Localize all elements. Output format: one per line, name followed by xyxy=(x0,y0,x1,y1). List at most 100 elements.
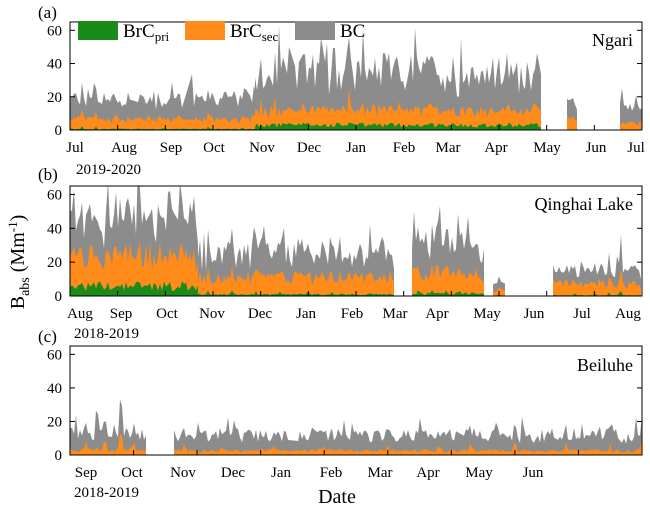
panel-a-y-tick-label: 60 xyxy=(47,23,62,39)
legend-item-brc-pri: BrCpri xyxy=(78,21,170,44)
panel-b-brc-sec-area-2 xyxy=(412,264,484,296)
panel-c-bc-area-1 xyxy=(174,414,642,455)
panel-b-x-tick-label: Jan xyxy=(296,306,316,322)
panel-b-bc-area-2 xyxy=(412,206,484,296)
panel-b-brc-sec-area-0 xyxy=(70,241,198,296)
panel-a-x-tick-label: Aug xyxy=(111,140,137,156)
panel-b-x-tick-label: Nov xyxy=(199,306,225,322)
panel-b-x-tick-label: Jun xyxy=(524,306,545,322)
panel-a-brc-sec-area-2 xyxy=(567,115,577,130)
panel-c-areas xyxy=(70,399,642,455)
panel-b-y-tick-label: 0 xyxy=(55,289,63,305)
panel-c-y-tick-label: 60 xyxy=(47,347,62,363)
panel-a-ticks: 0 20 40 60 Jul Aug Sep Oct Nov Dec Jan Feb Mar Apr May… xyxy=(47,23,645,156)
panel-b-brc-sec-area-1 xyxy=(198,266,394,296)
panel-c-brc-sec-area-0 xyxy=(70,433,146,455)
legend-label-brc-pri: BrCpri xyxy=(123,21,170,44)
panel-a-x-tick-label: Jun xyxy=(586,140,607,156)
panel-b: 0 20 40 60 Aug Sep Oct Nov Dec Jan Feb Mar Apr May Jun… xyxy=(38,165,643,342)
panel-a-x-tick-label: Sep xyxy=(160,140,183,156)
panel-a-x-tick-label: Feb xyxy=(393,140,416,156)
panel-a-x-tick-label: Oct xyxy=(203,140,225,156)
panel-b-x-tick-label: Feb xyxy=(341,306,364,322)
panel-c-x-tick-label: Feb xyxy=(320,465,343,481)
panel-a-x-tick-label: Nov xyxy=(249,140,275,156)
y-axis-title: Babs (Mm-1) xyxy=(5,215,33,310)
legend-swatch-brc-sec xyxy=(185,21,225,40)
panel-c-brc-sec-area-1 xyxy=(174,439,642,455)
panel-b-x-tick-label: Apr xyxy=(425,306,448,322)
panel-c-period: 2018-2019 xyxy=(74,485,139,501)
panel-a-y-tick-label: 0 xyxy=(55,123,63,139)
panel-b-x-tick-label: May xyxy=(473,306,501,322)
panel-c-x-tick-label: Nov xyxy=(170,465,196,481)
x-axis-title: Date xyxy=(318,486,356,508)
panel-c: 0 20 40 60 Sep Oct Nov Dec Jan Feb Mar Apr May Jun (c… xyxy=(38,327,643,501)
panel-b-brc-pri-area-1 xyxy=(198,290,394,296)
panel-c-x-tick-label: Apr xyxy=(416,465,439,481)
panel-c-bc-area-0 xyxy=(70,399,146,455)
legend-label-bc: BC xyxy=(340,21,365,42)
panel-b-y-tick-label: 20 xyxy=(47,255,62,271)
panel-b-brc-pri-area-0 xyxy=(70,281,198,296)
panel-a-bc-area-1 xyxy=(255,25,541,130)
panel-a-label: (a) xyxy=(38,3,57,22)
panel-a-bc-area-3 xyxy=(620,88,642,130)
panel-a-station-name: Ngari xyxy=(592,30,633,50)
panel-b-x-tick-label: Aug xyxy=(615,306,641,322)
panel-a-x-tick-label: Dec xyxy=(297,140,321,156)
panel-c-x-tick-label: May xyxy=(465,465,493,481)
panel-b-x-tick-label: Sep xyxy=(110,306,133,322)
panel-c-y-tick-label: 20 xyxy=(47,414,62,430)
panel-c-x-tick-label: Oct xyxy=(121,465,143,481)
panel-b-x-tick-label: Aug xyxy=(67,306,93,322)
panel-b-x-tick-label: Oct xyxy=(156,306,178,322)
panel-a-x-tick-label: May xyxy=(533,140,561,156)
panel-b-frame xyxy=(69,185,643,297)
panel-b-period: 2018-2019 xyxy=(74,326,139,342)
legend-swatch-brc-pri xyxy=(78,21,118,40)
panel-a-brc-pri-area-1 xyxy=(255,122,541,130)
panel-a-brc-sec-area-0 xyxy=(70,109,256,130)
panel-c-x-tick-label: Dec xyxy=(221,465,245,481)
panel-a-x-tick-label: Jan xyxy=(346,140,366,156)
legend-item-bc: BC xyxy=(295,21,365,42)
legend-item-brc-sec: BrCsec xyxy=(185,21,279,44)
panel-c-x-tick-label: Jun xyxy=(523,465,544,481)
panel-b-station-name: Qinghai Lake xyxy=(535,194,633,214)
panel-b-y-tick-label: 60 xyxy=(47,187,62,203)
panel-b-brc-pri-area-4 xyxy=(553,291,641,296)
panel-b-y-tick-label: 40 xyxy=(47,221,62,237)
panel-a-brc-sec-area-3 xyxy=(620,120,642,130)
panel-a-areas xyxy=(70,25,642,130)
panel-c-label: (c) xyxy=(38,327,57,346)
panel-c-station-name: Beiluhe xyxy=(577,355,633,375)
panel-b-brc-pri-area-2 xyxy=(412,290,484,296)
panel-a-x-tick-label: Apr xyxy=(484,140,507,156)
panel-c-ticks: 0 20 40 60 Sep Oct Nov Dec Jan Feb Mar Apr May Jun xyxy=(47,347,643,481)
panel-c-y-tick-label: 0 xyxy=(55,448,63,464)
panel-b-x-tick-label: Jul xyxy=(573,306,591,322)
panel-b-ticks: 0 20 40 60 Aug Sep Oct Nov Dec Jan Feb Mar Apr May Jun… xyxy=(47,187,643,322)
panel-a-y-tick-label: 20 xyxy=(47,90,62,106)
panel-b-x-tick-label: Dec xyxy=(248,306,272,322)
panel-a-period: 2019-2020 xyxy=(76,162,141,178)
panel-a-x-tick-label: Mar xyxy=(436,140,461,156)
panel-a-x-tick-label: Jul xyxy=(66,140,84,156)
panel-b-label: (b) xyxy=(38,165,58,184)
panel-c-x-tick-label: Mar xyxy=(368,465,393,481)
legend-label-brc-sec: BrCsec xyxy=(230,21,279,44)
panel-b-bc-area-4 xyxy=(553,234,641,296)
panel-c-x-tick-label: Sep xyxy=(75,465,98,481)
panel-b-brc-sec-area-4 xyxy=(553,269,641,296)
panel-c-y-tick-label: 40 xyxy=(47,381,62,397)
panel-b-x-tick-label: Mar xyxy=(383,306,408,322)
panel-a: 0 20 40 60 Jul Aug Sep Oct Nov Dec Jan Feb Mar Apr May… xyxy=(38,3,645,178)
legend: BrCpri BrCsec BC xyxy=(78,21,365,44)
panel-a-brc-sec-area-1 xyxy=(255,89,541,130)
panel-a-frame xyxy=(69,21,643,131)
legend-swatch-bc xyxy=(295,21,335,40)
panel-a-y-tick-label: 40 xyxy=(47,57,62,73)
panel-c-x-tick-label: Jan xyxy=(271,465,291,481)
